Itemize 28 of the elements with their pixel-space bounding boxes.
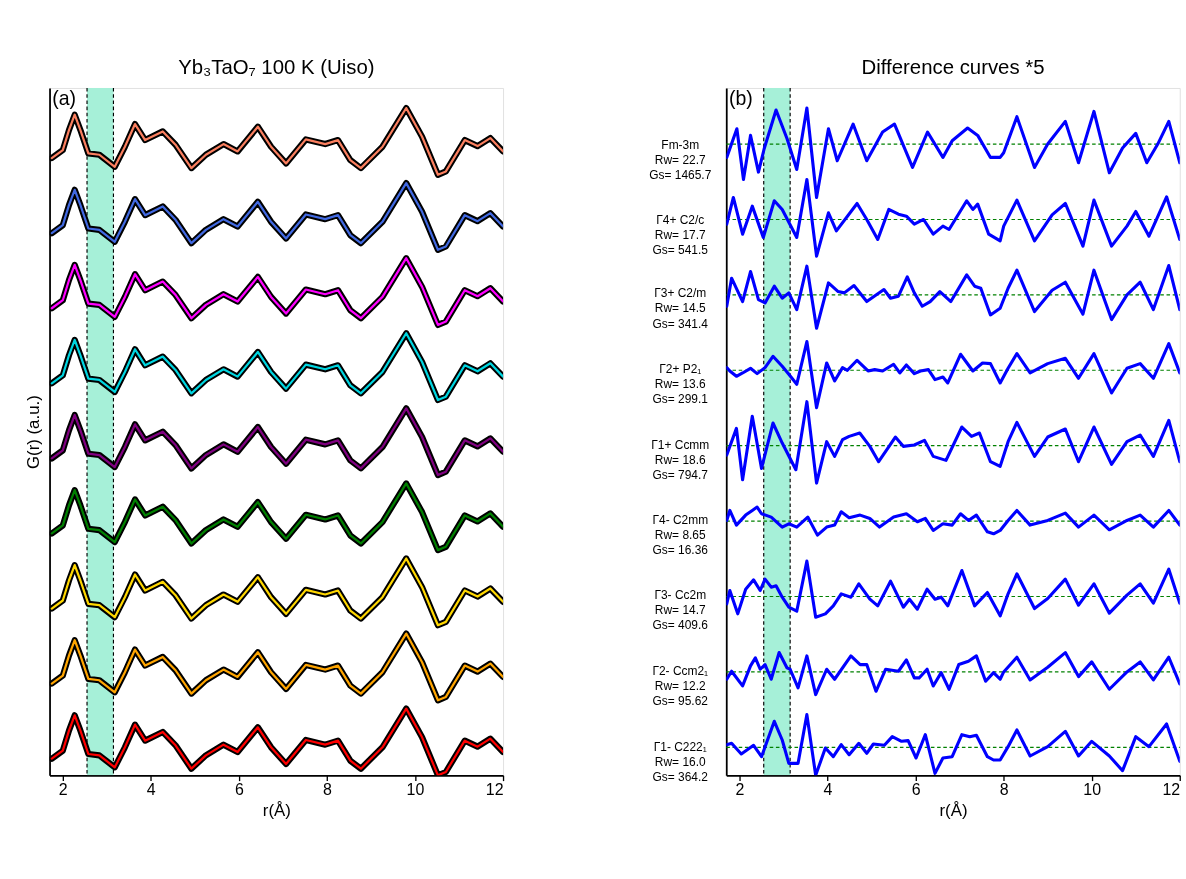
- annotation: (b): [728, 86, 753, 109]
- x-tick-label: 6: [911, 781, 921, 799]
- x-tick-label: 6: [234, 781, 244, 799]
- series-label: Fm-3m Rw= 22.7 Gs= 1465.7: [649, 138, 712, 183]
- series-label: Γ2+ P2₁ Rw= 13.6 Gs= 299.1: [652, 362, 709, 407]
- x-tick-label: 2: [735, 781, 745, 799]
- series-label: Γ3+ C2/m Rw= 14.5 Gs= 341.4: [652, 286, 709, 331]
- x-axis-title: r(Å): [262, 800, 291, 820]
- series-label: Γ2- Ccm2₁ Rw= 12.2 Gs= 95.62: [652, 663, 709, 709]
- chart-title: Difference curves *5: [861, 56, 1045, 79]
- x-tick-label: 12: [1162, 781, 1181, 799]
- y-axis-title: G(r) (a.u.): [24, 395, 44, 470]
- series-label: Γ1- C222₁ Rw= 16.0 Gs= 364.2: [652, 740, 709, 785]
- x-axis-title: r(Å): [939, 800, 968, 820]
- annotation: (a): [52, 86, 77, 109]
- x-tick-label: 8: [322, 781, 332, 799]
- x-tick-label: 8: [999, 781, 1009, 799]
- x-tick-label: 10: [1083, 781, 1102, 799]
- series-label: Γ3- Cc2m Rw= 14.7 Gs= 409.6: [652, 588, 709, 633]
- x-tick-label: 2: [58, 781, 68, 799]
- series-label: Γ1+ Ccmm Rw= 18.6 Gs= 794.7: [651, 437, 710, 482]
- x-tick-label: 10: [406, 781, 425, 799]
- chart-title: Yb₃TaO₇ 100 K (Uiso): [178, 56, 375, 79]
- series-label: Γ4- C2mm Rw= 8.65 Gs= 16.36: [652, 513, 709, 558]
- x-tick-label: 12: [485, 781, 504, 799]
- series-label: Γ4+ C2/c Rw= 17.7 Gs= 541.5: [652, 213, 709, 258]
- x-tick-label: 4: [823, 781, 833, 799]
- x-tick-label: 4: [146, 781, 156, 799]
